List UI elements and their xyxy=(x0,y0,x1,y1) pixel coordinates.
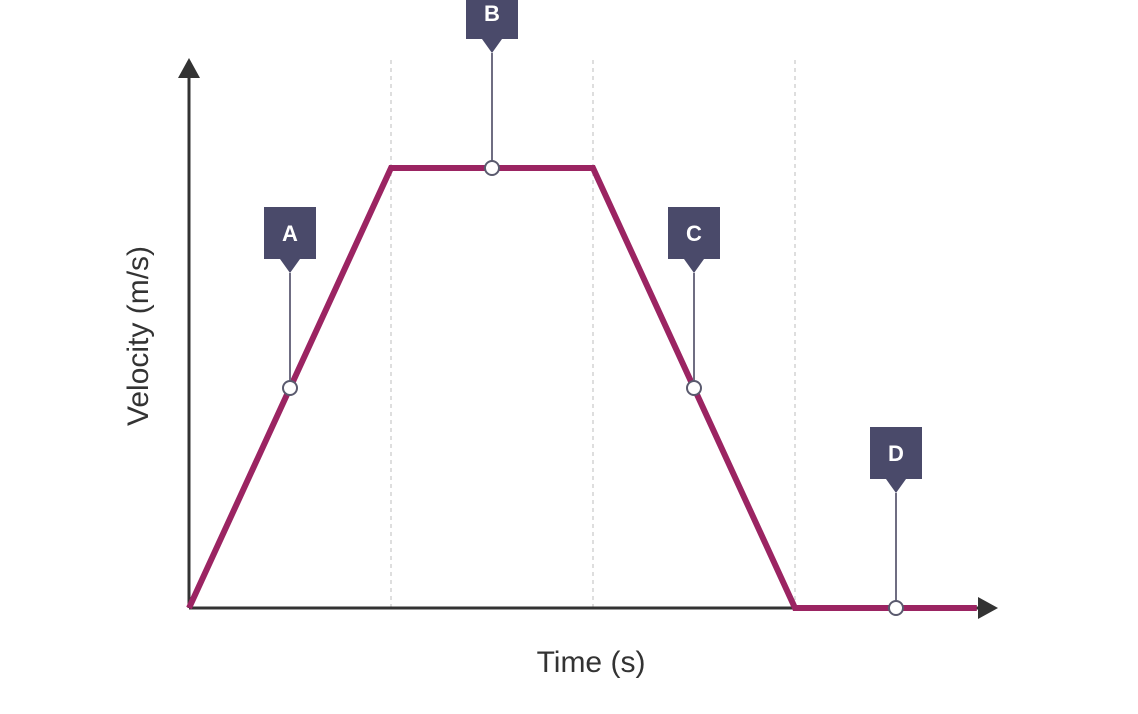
annotation-tag xyxy=(668,207,720,259)
annotation-label: C xyxy=(686,221,702,246)
annotation-point xyxy=(686,380,702,396)
annotation-label: B xyxy=(484,1,500,26)
y-axis-label: Velocity (m/s) xyxy=(122,246,155,426)
annotation-b: B xyxy=(466,0,518,176)
annotation-a: A xyxy=(264,207,316,396)
gridlines xyxy=(390,60,796,608)
annotation-point xyxy=(888,600,904,616)
annotation-pointer xyxy=(482,39,502,53)
x-axis-arrow xyxy=(978,597,998,619)
annotation-tag xyxy=(466,0,518,39)
annotation-pointer xyxy=(684,259,704,273)
annotation-tag xyxy=(264,207,316,259)
annotation-point xyxy=(282,380,298,396)
annotation-label: A xyxy=(282,221,298,246)
velocity-series-line xyxy=(186,165,977,611)
series-layer xyxy=(186,165,977,611)
annotation-pointer xyxy=(886,479,906,493)
annotation-label: D xyxy=(888,441,904,466)
annotations: A B C D xyxy=(264,0,922,616)
annotation-tag xyxy=(870,427,922,479)
annotation-point xyxy=(484,160,500,176)
annotation-c: C xyxy=(668,207,720,396)
annotation-pointer xyxy=(280,259,300,273)
annotation-d: D xyxy=(870,427,922,616)
x-axis-label: Time (s) xyxy=(537,646,646,679)
axes xyxy=(178,58,998,619)
y-axis-arrow xyxy=(178,58,200,78)
